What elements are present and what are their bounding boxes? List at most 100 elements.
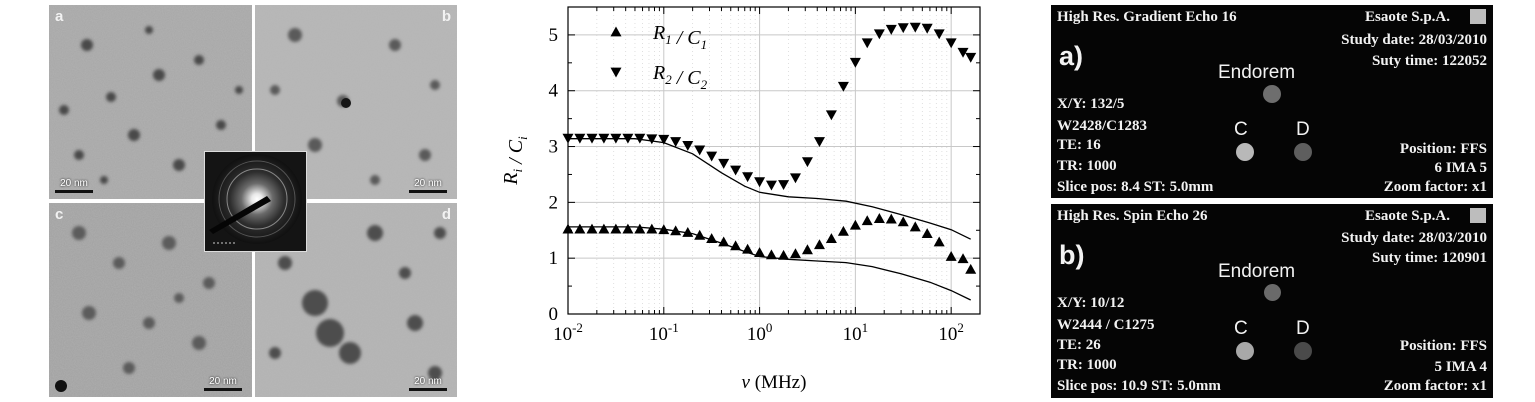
mri-title: High Res. Spin Echo 26 — [1057, 208, 1208, 224]
r1-c1-point — [646, 223, 658, 234]
sample-label-d: D — [1296, 119, 1310, 140]
r2-c2-point — [849, 57, 861, 68]
legend-marker-2 — [610, 67, 622, 78]
mri-title: High Res. Gradient Echo 16 — [1057, 9, 1237, 25]
r2-c2-point — [610, 133, 622, 144]
mri-te: TE: 26 — [1057, 337, 1101, 353]
chart-grid — [567, 7, 981, 315]
mri-position: Position: FFS — [1399, 141, 1487, 157]
chart-fit-lines — [568, 138, 971, 301]
panel-label-d: d — [441, 206, 451, 223]
x-axis-title: ν (MHz) — [742, 372, 807, 393]
mri-zoom: Zoom factor: x1 — [1383, 179, 1487, 195]
r1-c1-point — [849, 219, 861, 230]
r1-c1-point — [598, 223, 610, 234]
y-tick-label: 3 — [549, 137, 559, 158]
mri-ima: 6 IMA 5 — [1434, 160, 1488, 176]
mri-panel-label: a) — [1059, 41, 1084, 71]
r2-c2-point — [658, 134, 670, 145]
diffraction-inset — [204, 151, 307, 252]
mri-te: TE: 16 — [1057, 137, 1101, 153]
scale-bar-c: 20 nm — [204, 376, 242, 391]
chart-marks — [562, 22, 977, 274]
overlay-square-icon — [1470, 208, 1486, 223]
mri-tr: TR: 1000 — [1057, 357, 1117, 373]
r1-c1-point — [921, 228, 933, 239]
x-tick-label: 10-1 — [649, 320, 679, 345]
r1-c1-point — [682, 227, 694, 237]
r2-c2-point — [837, 81, 849, 92]
r2-c2-point — [598, 133, 610, 144]
r1-c1-point — [897, 216, 909, 227]
r1-c1-point — [742, 243, 754, 254]
r1-c1-point — [885, 213, 897, 224]
r2-c2-point — [574, 133, 586, 144]
r2-c2-point — [945, 38, 957, 49]
r1-c1-point — [789, 248, 801, 259]
relaxivity-chart: 10-2 10-1 100 101 102 0 1 2 3 4 5 ν (MHz) Ri / Ci R1… — [500, 6, 981, 393]
r2-c2-point — [718, 158, 730, 169]
fit-curve-2 — [568, 138, 971, 240]
mri-window: W2428/C1283 — [1057, 118, 1147, 134]
mri-study-date: Study date: 28/03/2010 — [1341, 230, 1487, 246]
r1-c1-point — [965, 263, 977, 274]
r1-c1-point — [909, 221, 921, 232]
x-tick-label: 100 — [747, 320, 773, 345]
y-axis-title: Ri / Ci — [500, 136, 530, 186]
mri-company: Esaote S.p.A. — [1365, 208, 1451, 224]
r1-c1-point — [706, 233, 718, 244]
r1-c1-point — [610, 223, 622, 234]
r1-c1-point — [586, 223, 598, 234]
r1-c1-point — [730, 240, 742, 251]
panel-label-b: b — [441, 8, 451, 25]
mri-xy: X/Y: 10/12 — [1057, 295, 1125, 311]
mri-tr: TR: 1000 — [1057, 158, 1117, 174]
r1-c1-point — [837, 225, 849, 236]
mri-study-date: Study date: 28/03/2010 — [1341, 32, 1487, 48]
r1-c1-point — [933, 236, 945, 247]
y-tick-label: 5 — [549, 25, 559, 46]
y-tick-label: 2 — [549, 192, 559, 213]
r2-c2-point — [801, 157, 813, 168]
r1-c1-point — [658, 224, 670, 235]
beam-stop-icon — [209, 196, 271, 234]
mri-company: Esaote S.p.A. — [1365, 9, 1451, 25]
endorem-label: Endorem — [1218, 261, 1296, 282]
r2-c2-point — [754, 177, 766, 188]
r1-c1-point — [957, 253, 969, 264]
x-tick-label: 101 — [843, 320, 869, 345]
legend-marker-1 — [610, 26, 622, 37]
r2-c2-point — [682, 141, 694, 151]
mri-panel-b: High Res. Spin Echo 26 Esaote S.p.A. Stu… — [1051, 204, 1493, 398]
r1-c1-point — [861, 215, 873, 226]
mri-xy: X/Y: 132/5 — [1057, 96, 1125, 112]
mri-panel-a: High Res. Gradient Echo 16 Esaote S.p.A.… — [1051, 5, 1493, 198]
sample-spot-c — [1236, 342, 1254, 360]
mri-study-time: Suty time: 120901 — [1372, 250, 1487, 266]
legend-label-2: R2 / C2 — [652, 62, 708, 92]
sample-spot-d — [1294, 143, 1312, 161]
r2-c2-point — [646, 134, 658, 145]
r1-c1-point — [634, 223, 646, 234]
x-tick-label: 10-2 — [553, 320, 583, 345]
chart-legend: R1 / C1 R2 / C2 — [610, 22, 708, 92]
r1-c1-point — [670, 225, 682, 236]
mri-slice: Slice pos: 10.9 ST: 5.0mm — [1057, 378, 1221, 394]
r2-c2-point — [730, 165, 742, 176]
r2-c2-point — [634, 133, 646, 144]
r1-c1-point — [574, 223, 586, 234]
sample-spot-d — [1294, 342, 1312, 360]
r2-c2-point — [813, 137, 825, 148]
mri-slice: Slice pos: 8.4 ST: 5.0mm — [1057, 179, 1214, 195]
endorem-sample-spot — [1263, 85, 1281, 103]
endorem-sample-spot — [1264, 284, 1281, 301]
panel-label-a: a — [55, 8, 64, 25]
fit-curve-1 — [568, 226, 971, 301]
r2-c2-point — [957, 47, 969, 58]
r2-c2-point — [765, 180, 777, 191]
sample-spot-c — [1236, 143, 1254, 161]
chart-axes: 10-2 10-1 100 101 102 0 1 2 3 4 5 ν (MHz) Ri / Ci — [500, 6, 981, 393]
r2-c2-point — [742, 172, 754, 183]
panel-label-c: c — [55, 206, 64, 223]
plot-frame — [567, 6, 981, 315]
